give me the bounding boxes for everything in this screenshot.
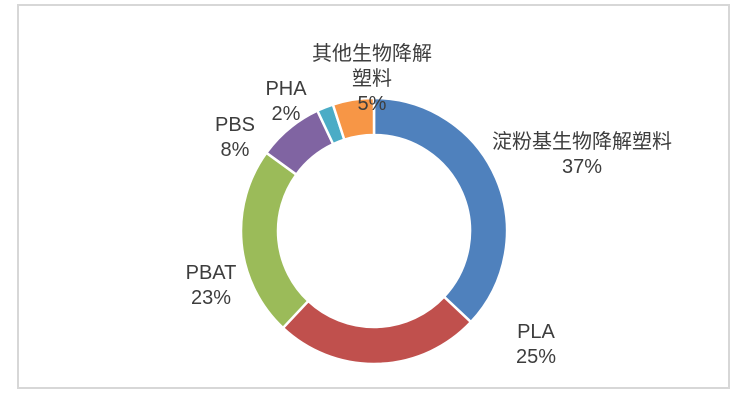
label-starch-based-plastics: 淀粉基生物降解塑料 37% <box>472 130 692 180</box>
label-pbat: PBAT 23% <box>156 261 266 311</box>
donut-segments <box>239 96 509 366</box>
label-percent: 5% <box>357 93 387 115</box>
donut-segment-5 <box>331 96 376 142</box>
label-other-biodegradable-plastics: 其他生物降解 塑料 5% <box>292 42 452 117</box>
label-pla: PLA 25% <box>481 320 591 370</box>
label-percent: 2% <box>271 103 301 125</box>
label-text: 淀粉基生物降解塑料 <box>492 131 672 153</box>
label-pbs: PBS 8% <box>180 113 290 163</box>
label-text: 其他生物降解 <box>312 43 432 65</box>
chart-border-frame <box>17 4 730 389</box>
label-text: PHA <box>265 78 307 100</box>
label-percent: 37% <box>561 156 603 178</box>
label-pha: PHA 2% <box>231 77 341 127</box>
label-text: PBAT <box>185 262 237 284</box>
label-text: 塑料 <box>352 68 392 90</box>
label-text: PBS <box>214 114 256 136</box>
donut-segment-1 <box>281 294 473 366</box>
label-percent: 8% <box>220 139 250 161</box>
label-text: PLA <box>517 321 555 343</box>
label-percent: 23% <box>190 287 232 309</box>
label-percent: 25% <box>515 346 557 368</box>
donut-segment-0 <box>372 96 509 324</box>
